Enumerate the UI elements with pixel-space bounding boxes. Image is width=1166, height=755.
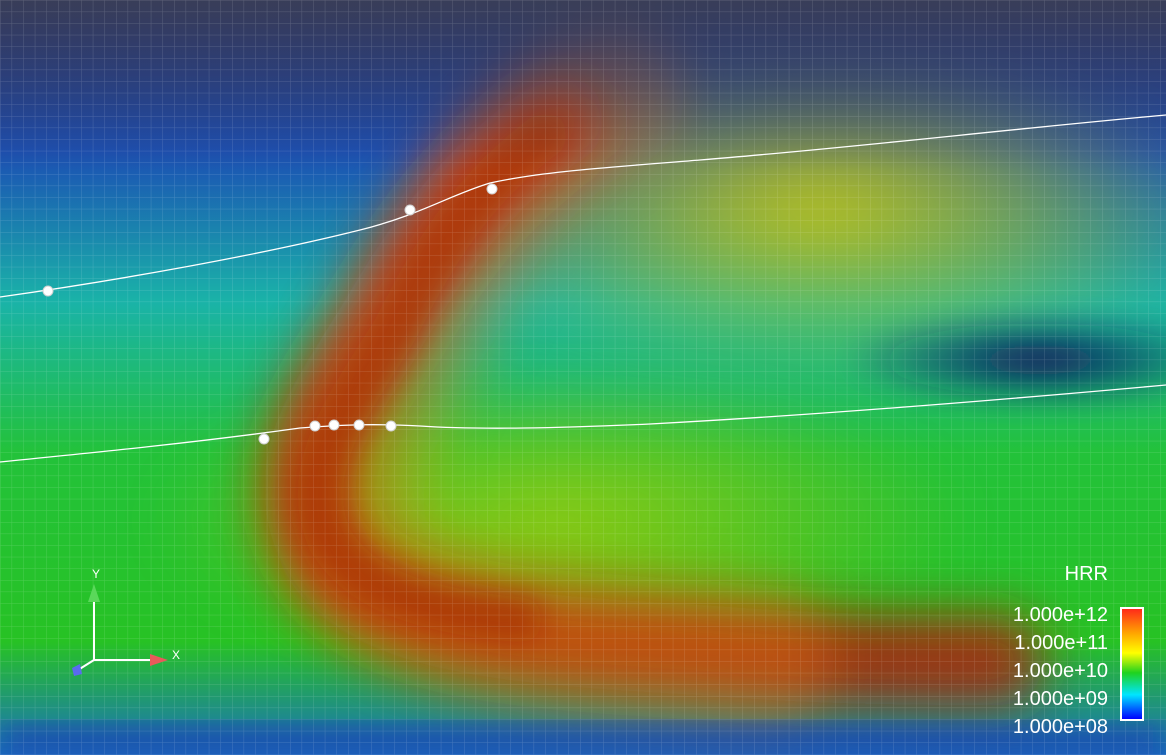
legend-tick: 1.000e+11: [1014, 632, 1108, 654]
streamline-lower: [0, 384, 1166, 463]
y-axis-label: Y: [92, 567, 100, 581]
seed-point: [328, 419, 340, 431]
seed-points: [42, 183, 498, 445]
legend-title: HRR: [1064, 563, 1108, 585]
legend-tick: 1.000e+10: [1012, 660, 1108, 682]
seed-point: [42, 285, 54, 297]
x-axis-arrow: [150, 654, 168, 666]
seed-point: [309, 420, 321, 432]
legend-colorbar: [1120, 607, 1144, 721]
legend-tick: 1.000e+12: [1012, 604, 1108, 626]
seed-point: [486, 183, 498, 195]
seed-point: [404, 204, 416, 216]
z-axis-arrow: [72, 664, 82, 676]
orientation-axes-triad: Y X: [72, 567, 180, 676]
seed-point: [353, 419, 365, 431]
seed-point: [258, 433, 270, 445]
legend-tick: 1.000e+08: [1012, 716, 1108, 738]
legend-tick: 1.000e+09: [1012, 688, 1108, 710]
streamline-upper: [0, 114, 1166, 298]
y-axis-arrow: [88, 584, 100, 602]
hrr-color-legend: HRR 1.000e+12 1.000e+11 1.000e+10 1.000e…: [966, 555, 1166, 755]
x-axis-label: X: [172, 648, 180, 662]
seed-point: [385, 420, 397, 432]
